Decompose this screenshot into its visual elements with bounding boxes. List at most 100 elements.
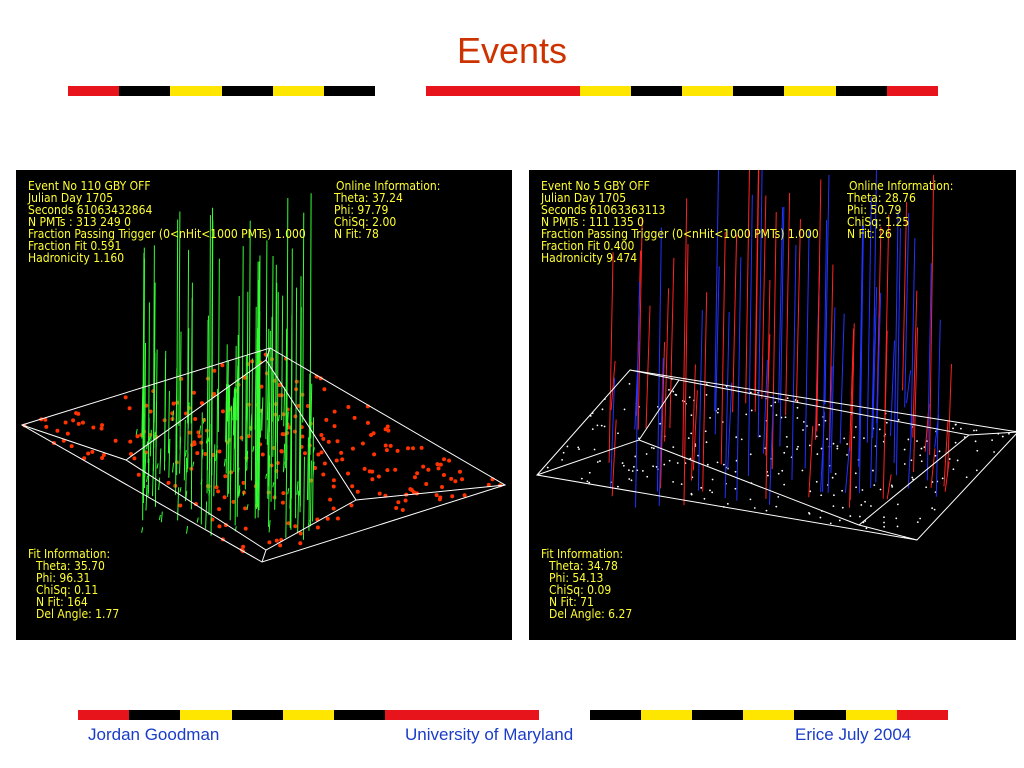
- hit-line: [658, 358, 664, 506]
- hit-line: [762, 359, 768, 454]
- pmt-dot: [855, 486, 857, 489]
- hit-line: [886, 474, 892, 500]
- pmt-dot: [217, 449, 222, 454]
- bottom-stripe: [78, 710, 948, 720]
- hit-line: [808, 425, 814, 498]
- hit-line: [732, 234, 738, 413]
- hit-line: [163, 358, 166, 471]
- hit-line: [926, 263, 932, 481]
- hit-line: [946, 363, 952, 477]
- hit-line: [312, 461, 315, 478]
- pmt-dot: [298, 541, 303, 546]
- pmt-dot: [628, 383, 631, 385]
- pmt-dot: [690, 492, 693, 495]
- event-info: Hadronicity 1.160: [28, 251, 124, 265]
- pmt-dot: [831, 476, 834, 479]
- pmt-dot: [796, 400, 799, 402]
- pmt-dot: [920, 460, 923, 463]
- pmt-dot: [365, 420, 370, 425]
- pmt-dot: [836, 445, 839, 448]
- hit-line: [257, 338, 260, 518]
- pmt-dot: [278, 543, 283, 548]
- pmt-dot: [655, 466, 658, 468]
- pmt-dot: [975, 469, 978, 472]
- pmt-dot: [911, 476, 914, 479]
- hit-line: [172, 462, 175, 473]
- pmt-dot: [916, 521, 919, 524]
- pmt-dot: [809, 490, 812, 493]
- event-info: N PMTs : 111 135 0: [541, 215, 644, 229]
- hit-line: [238, 489, 241, 497]
- pmt-dot: [621, 462, 624, 464]
- hit-line: [272, 482, 275, 488]
- pmt-dot: [132, 456, 137, 461]
- hit-line: [199, 425, 202, 434]
- hit-line: [256, 261, 259, 461]
- hit-line: [167, 390, 170, 454]
- pmt-dot: [385, 424, 390, 429]
- pmt-dot: [808, 512, 811, 515]
- pmt-dot: [222, 495, 227, 500]
- pmt-dot: [687, 437, 690, 440]
- pmt-dot: [774, 401, 777, 404]
- pmt-dot: [777, 472, 780, 475]
- event-info: Julian Day 1705: [540, 191, 626, 205]
- pmt-dot: [566, 445, 569, 448]
- hit-line: [266, 417, 269, 445]
- pmt-dot: [717, 408, 720, 410]
- pmt-dot: [931, 507, 934, 510]
- pmt-dot: [369, 433, 374, 438]
- event-info: Fraction Passing Trigger (0<nHit<1000 PM…: [28, 227, 306, 241]
- pond-edge: [261, 549, 267, 563]
- hit-line: [246, 504, 249, 511]
- pmt-dot: [863, 437, 865, 440]
- online-info: Theta: 28.76: [846, 191, 916, 205]
- pmt-dot: [346, 471, 351, 476]
- pmt-dot: [1001, 435, 1004, 438]
- pmt-dot: [973, 429, 975, 432]
- hit-line: [207, 436, 210, 442]
- pmt-dot: [322, 461, 327, 466]
- pond-floor: [638, 379, 971, 526]
- hit-line: [930, 448, 936, 488]
- hit-line: [690, 364, 696, 481]
- pmt-dot: [593, 448, 596, 451]
- hit-line: [754, 170, 760, 412]
- hit-line: [258, 388, 261, 511]
- online-info: N Fit: 78: [334, 227, 379, 241]
- pmt-dot: [280, 500, 285, 505]
- hit-line: [228, 385, 231, 494]
- pmt-dot: [783, 483, 786, 486]
- hit-line: [778, 207, 784, 403]
- pmt-dot: [697, 454, 699, 457]
- fit-info: Theta: 35.70: [35, 559, 105, 573]
- fit-info: N Fit: 71: [549, 595, 594, 609]
- hit-line: [727, 382, 733, 469]
- hit-line: [913, 327, 919, 473]
- hit-line: [312, 447, 315, 453]
- pmt-dot: [976, 449, 979, 452]
- hit-line: [147, 302, 150, 494]
- pmt-dot: [716, 461, 719, 464]
- pmt-dot: [388, 443, 393, 448]
- hit-line: [250, 358, 253, 481]
- pmt-dot: [350, 484, 355, 489]
- pmt-dot: [596, 461, 599, 463]
- pmt-dot: [770, 404, 773, 407]
- hit-line: [142, 252, 145, 436]
- pmt-dot: [447, 458, 452, 463]
- pmt-dot: [690, 432, 693, 435]
- pmt-dot: [745, 413, 748, 416]
- hit-line: [208, 423, 211, 515]
- hit-line: [268, 455, 271, 527]
- hit-line: [241, 246, 244, 442]
- hit-line: [714, 266, 720, 435]
- hit-line: [895, 228, 901, 476]
- pmt-dot: [319, 432, 324, 437]
- pmt-dot: [734, 470, 737, 473]
- pmt-dot: [864, 500, 866, 503]
- pmt-dot: [319, 450, 324, 455]
- hit-line: [309, 460, 312, 527]
- pmt-dot: [214, 485, 219, 490]
- pmt-dot: [424, 482, 429, 487]
